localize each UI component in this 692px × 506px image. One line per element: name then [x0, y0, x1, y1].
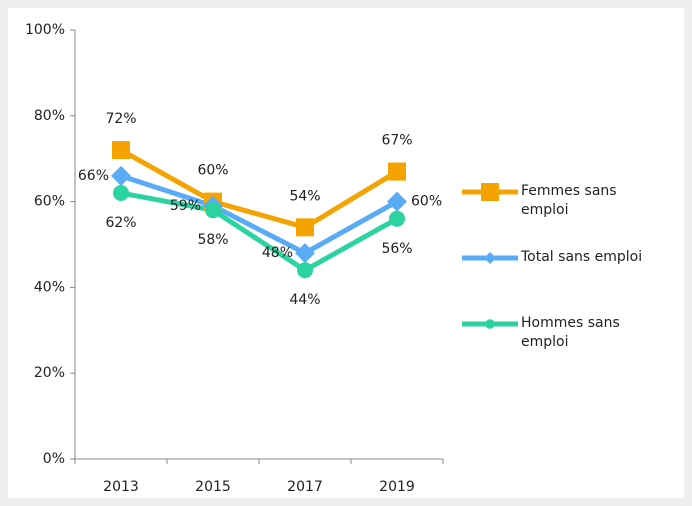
data-point — [388, 162, 406, 181]
data-label: 44% — [289, 292, 320, 308]
data-point — [112, 141, 130, 160]
chart-background — [8, 8, 684, 498]
y-tick-label: 80% — [34, 108, 65, 124]
legend-marker — [481, 183, 499, 201]
y-tick-label: 60% — [34, 194, 65, 210]
data-point — [113, 185, 129, 202]
legend-label: Femmes sans emploi — [521, 183, 617, 218]
data-point — [389, 210, 405, 227]
data-label: 58% — [197, 232, 228, 248]
data-label: 67% — [381, 133, 412, 149]
legend-label: Hommes sans emploi — [521, 315, 620, 350]
data-label: 66% — [78, 168, 109, 184]
x-tick-label: 2017 — [287, 479, 323, 495]
data-label: 54% — [289, 188, 320, 204]
data-point — [295, 243, 315, 264]
y-tick-label: 100% — [25, 22, 65, 38]
data-label: 48% — [262, 245, 293, 261]
x-tick-label: 2019 — [379, 479, 415, 495]
data-label: 62% — [105, 215, 136, 231]
data-point — [297, 262, 313, 279]
data-label: 56% — [381, 241, 412, 257]
x-tick-label: 2013 — [103, 479, 139, 495]
series-line — [119, 147, 399, 230]
legend-marker — [485, 319, 495, 329]
data-label: 60% — [411, 194, 442, 210]
data-label: 72% — [105, 111, 136, 127]
legend-marker — [484, 252, 496, 264]
data-label: 60% — [197, 163, 228, 179]
x-tick-label: 2015 — [195, 479, 231, 495]
data-point — [296, 218, 314, 237]
y-tick-label: 0% — [43, 451, 65, 467]
y-tick-label: 40% — [34, 279, 65, 295]
y-tick-label: 20% — [34, 365, 65, 381]
data-point — [205, 202, 221, 219]
data-label: 59% — [170, 198, 201, 214]
series-line — [120, 190, 399, 273]
series-line — [120, 173, 399, 256]
legend-label: Total sans emploi — [521, 249, 643, 265]
data-point — [387, 191, 407, 212]
data-point — [111, 165, 131, 186]
